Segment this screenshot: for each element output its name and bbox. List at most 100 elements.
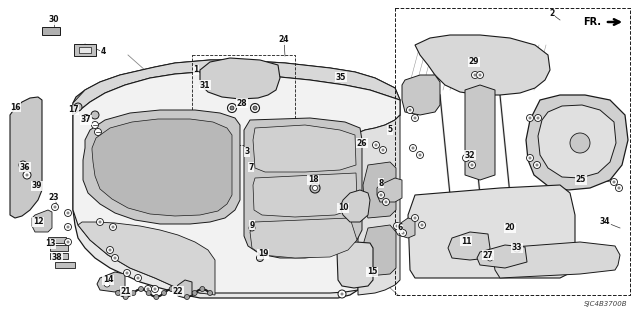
- Polygon shape: [78, 222, 215, 295]
- Circle shape: [92, 122, 99, 129]
- Circle shape: [22, 164, 24, 167]
- Circle shape: [378, 191, 385, 198]
- Text: 26: 26: [356, 138, 367, 147]
- Polygon shape: [477, 245, 527, 268]
- Circle shape: [408, 108, 412, 112]
- Polygon shape: [465, 85, 495, 180]
- Circle shape: [109, 249, 111, 251]
- Polygon shape: [97, 272, 125, 292]
- Polygon shape: [408, 185, 575, 278]
- Circle shape: [74, 103, 82, 111]
- Circle shape: [374, 144, 378, 146]
- Circle shape: [420, 224, 424, 226]
- Text: 27: 27: [483, 250, 493, 259]
- Circle shape: [419, 153, 422, 157]
- Circle shape: [91, 111, 99, 119]
- Circle shape: [169, 286, 174, 292]
- Polygon shape: [402, 75, 440, 115]
- Circle shape: [534, 115, 541, 122]
- Circle shape: [146, 291, 151, 295]
- Circle shape: [338, 290, 346, 298]
- Circle shape: [200, 286, 205, 292]
- Polygon shape: [200, 58, 280, 99]
- Text: 31: 31: [200, 80, 211, 90]
- Polygon shape: [363, 162, 396, 218]
- Polygon shape: [250, 218, 357, 258]
- Circle shape: [97, 219, 104, 226]
- Circle shape: [257, 255, 264, 262]
- Circle shape: [152, 286, 159, 293]
- Circle shape: [412, 214, 419, 221]
- Polygon shape: [92, 119, 232, 216]
- Polygon shape: [377, 178, 402, 202]
- Circle shape: [207, 291, 212, 295]
- Circle shape: [477, 71, 483, 78]
- Circle shape: [111, 255, 118, 262]
- Text: 9: 9: [250, 220, 255, 229]
- Polygon shape: [538, 105, 616, 178]
- Polygon shape: [493, 242, 620, 278]
- Circle shape: [227, 103, 237, 113]
- Circle shape: [465, 157, 467, 160]
- Text: 14: 14: [103, 276, 113, 285]
- Circle shape: [161, 291, 166, 295]
- Circle shape: [372, 142, 380, 149]
- Polygon shape: [175, 280, 192, 298]
- Text: 35: 35: [336, 72, 346, 81]
- Bar: [55, 262, 75, 268]
- Circle shape: [383, 198, 390, 205]
- Circle shape: [65, 224, 72, 231]
- Text: 6: 6: [397, 224, 403, 233]
- Circle shape: [253, 106, 257, 110]
- Circle shape: [115, 291, 120, 295]
- Circle shape: [136, 277, 140, 279]
- Circle shape: [192, 291, 197, 295]
- Text: 5: 5: [387, 125, 392, 135]
- Text: 13: 13: [45, 240, 55, 249]
- Circle shape: [65, 239, 72, 246]
- Circle shape: [65, 210, 72, 217]
- Circle shape: [399, 229, 406, 236]
- Text: 29: 29: [468, 57, 479, 66]
- Circle shape: [106, 247, 113, 254]
- Circle shape: [527, 154, 534, 161]
- Text: 17: 17: [68, 106, 78, 115]
- Text: SJC4B3700B: SJC4B3700B: [584, 301, 627, 307]
- Polygon shape: [32, 210, 52, 232]
- Polygon shape: [253, 173, 357, 217]
- Circle shape: [250, 103, 259, 113]
- Circle shape: [184, 294, 189, 300]
- Text: 33: 33: [512, 243, 522, 253]
- Circle shape: [380, 194, 383, 197]
- Text: 11: 11: [461, 236, 471, 246]
- Circle shape: [413, 116, 417, 120]
- Circle shape: [54, 205, 56, 209]
- Text: 12: 12: [33, 218, 44, 226]
- Circle shape: [479, 73, 481, 77]
- Circle shape: [154, 287, 157, 291]
- Polygon shape: [73, 72, 400, 293]
- Bar: [42, 27, 60, 35]
- Circle shape: [145, 286, 152, 293]
- Text: 7: 7: [248, 162, 253, 172]
- Text: 36: 36: [20, 162, 30, 172]
- Bar: [50, 245, 68, 251]
- Circle shape: [381, 149, 385, 152]
- Circle shape: [406, 107, 413, 114]
- Circle shape: [570, 133, 590, 153]
- Circle shape: [109, 224, 116, 231]
- Text: 20: 20: [505, 224, 515, 233]
- Text: 21: 21: [121, 286, 131, 295]
- Text: 18: 18: [308, 175, 318, 184]
- Circle shape: [412, 146, 415, 150]
- Circle shape: [131, 291, 136, 295]
- Circle shape: [177, 291, 182, 295]
- Text: 19: 19: [258, 249, 268, 258]
- Circle shape: [51, 204, 58, 211]
- Text: 39: 39: [32, 182, 42, 190]
- Circle shape: [67, 211, 70, 214]
- Circle shape: [612, 181, 616, 183]
- Text: 38: 38: [52, 253, 62, 262]
- Circle shape: [138, 286, 143, 292]
- Bar: [74, 44, 96, 56]
